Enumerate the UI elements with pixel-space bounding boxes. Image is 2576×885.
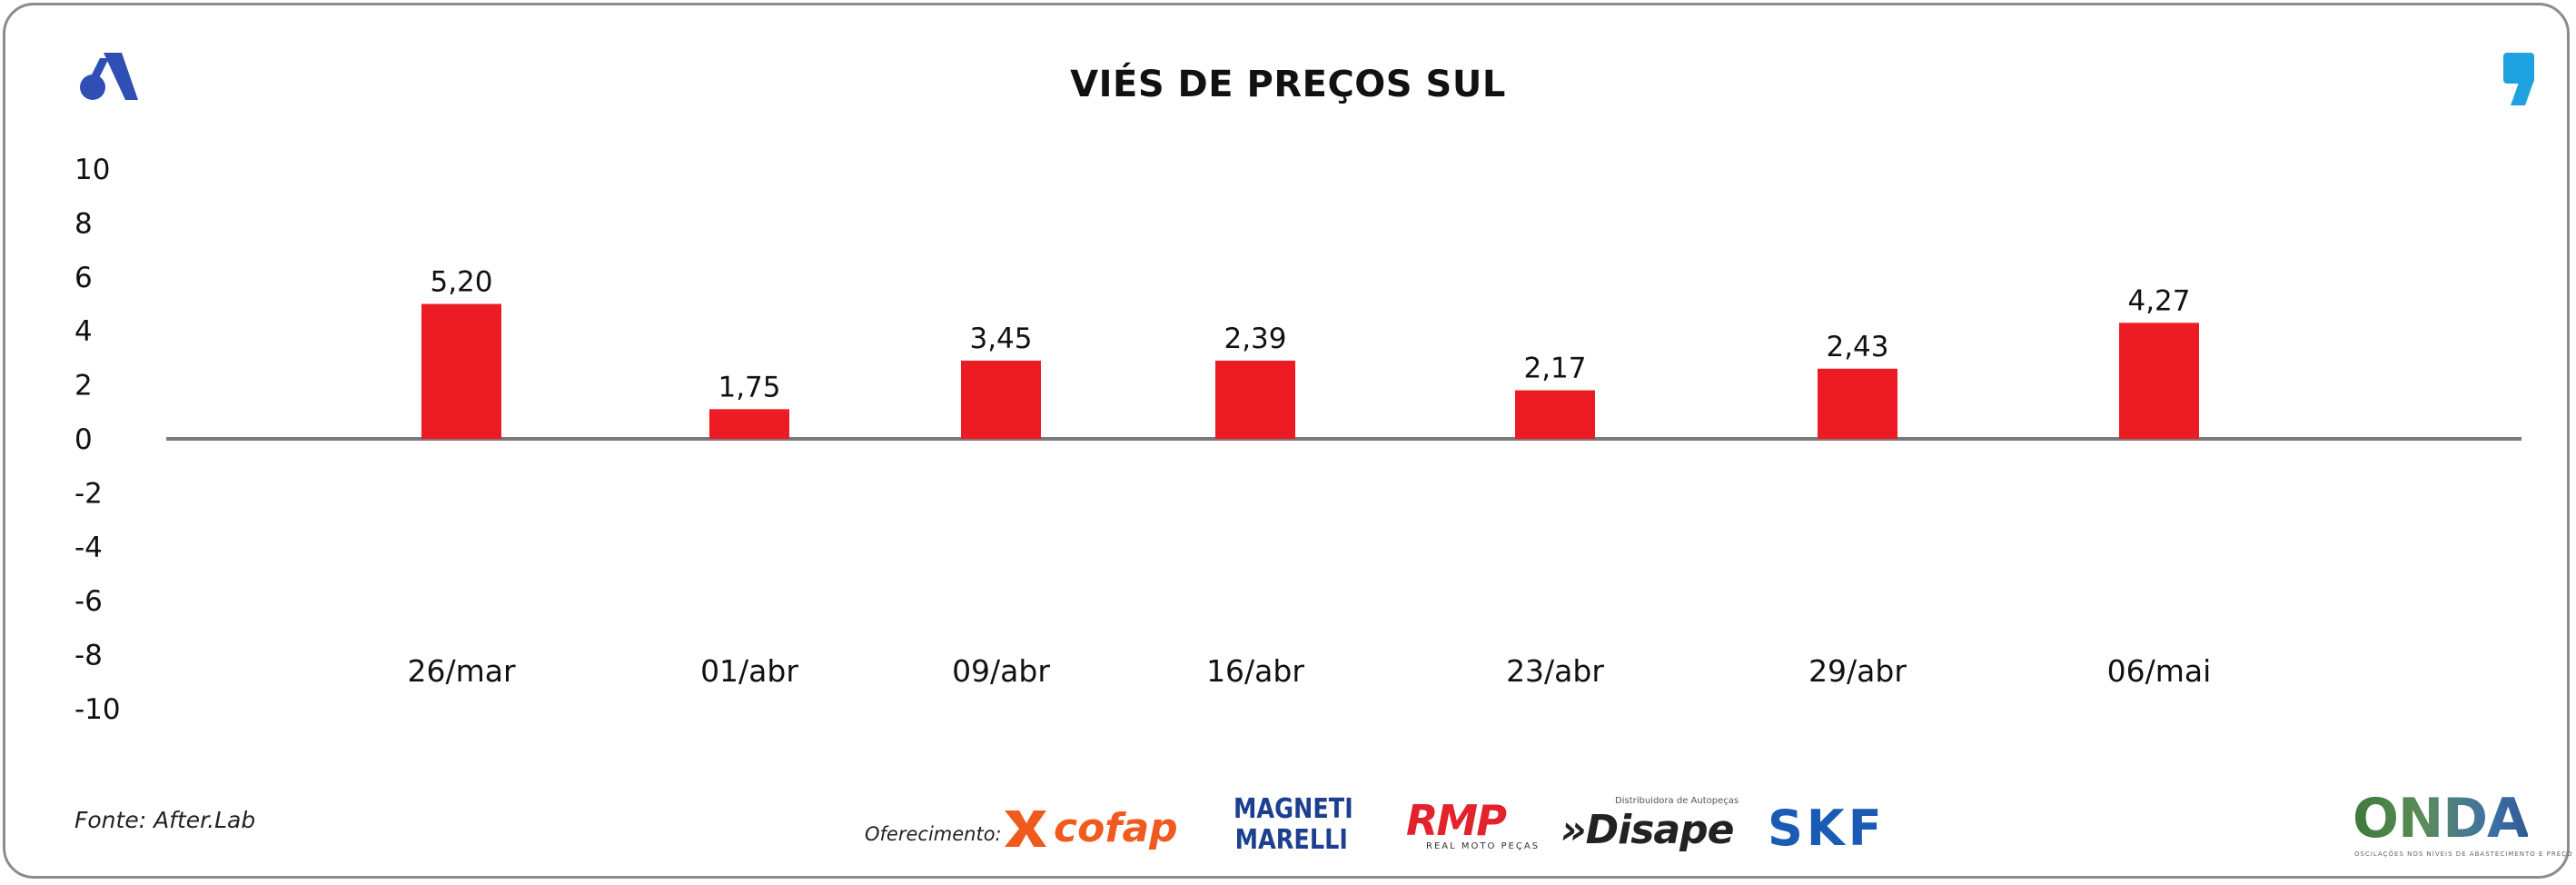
bar-value-label: 2,17 [1523,353,1586,385]
bar-value-label: 2,39 [1224,323,1286,355]
disape-subtitle: Distribuidora de Autopeças [1615,796,1739,806]
bar-value-label: 5,20 [430,266,492,299]
disape-wordmark: »Disape [1560,807,1734,853]
cofap-wordmark: cofap [1054,805,1178,851]
letter-a-logo-icon [80,53,138,100]
bars-group [421,303,2199,439]
y-tick-label: -8 [74,640,103,672]
x-category-label: 01/abr [700,653,798,689]
skf-logo: SKF [1768,800,1886,857]
y-tick-label: -10 [74,693,121,726]
cofap-logo: cofap [1003,801,1212,856]
y-tick-label: 0 [74,423,93,456]
bar [421,303,501,439]
x-category-label: 29/abr [1808,653,1907,689]
bar [961,360,1041,439]
x-category-label: 23/abr [1506,653,1604,689]
x-category-label: 09/abr [952,653,1050,689]
quote-mark-logo-icon [2503,53,2534,105]
chart-title: VIÉS DE PREÇOS SUL [1070,64,1506,105]
y-axis-ticks: 10 8 6 4 2 0 -2 -4 -6 -8 -10 [74,154,121,726]
x-category-label: 26/mar [407,653,515,689]
y-tick-label: 2 [74,370,93,403]
y-tick-label: -6 [74,585,103,618]
bar-value-label: 1,75 [718,371,780,403]
cofap-x-icon [1005,810,1046,847]
bar [1818,368,1897,439]
rmp-subtitle: REAL MOTO PEÇAS [1426,841,1541,851]
y-tick-label: 8 [74,207,93,240]
y-tick-label: -4 [74,532,103,564]
magneti-wordmark-line2: MARELLI [1234,824,1348,856]
rmp-logo: RMP REAL MOTO PEÇAS [1406,796,1542,854]
magneti-marelli-logo: MAGNETI MARELLI [1234,793,1353,861]
onda-wordmark: ONDA [2353,787,2529,850]
source-note: Fonte: After.Lab [74,807,256,833]
x-category-label: 06/mai [2107,653,2212,689]
data-labels-group: 5,20 1,75 3,45 2,39 2,17 2,43 4,27 [430,266,2190,404]
onda-tagline: OSCILAÇÕES NOS NÍVEIS DE ABASTECIMENTO E… [2354,850,2573,858]
bar [1215,360,1295,439]
bar-value-label: 4,27 [2127,284,2190,317]
bar-value-label: 2,43 [1826,331,1888,363]
bar-value-label: 3,45 [969,323,1032,355]
magneti-wordmark-line1: MAGNETI [1234,793,1353,825]
y-tick-label: 6 [74,262,93,294]
onda-logo: ONDA OSCILAÇÕES NOS NÍVEIS DE ABASTECIME… [2353,787,2572,860]
bar [1515,390,1595,439]
bar [2119,323,2199,439]
rmp-wordmark: RMP [1406,796,1507,845]
bar [709,409,789,439]
y-tick-label: 10 [74,154,110,186]
disape-logo: Distribuidora de Autopeças »Disape [1560,794,1742,858]
x-category-label: 16/abr [1206,653,1304,689]
x-axis-categories: 26/mar 01/abr 09/abr 16/abr 23/abr 29/abr 06/m… [407,653,2211,689]
sponsors-label: Oferecimento: [865,823,1002,845]
y-tick-label: 4 [74,315,93,348]
y-tick-label: -2 [74,477,103,510]
